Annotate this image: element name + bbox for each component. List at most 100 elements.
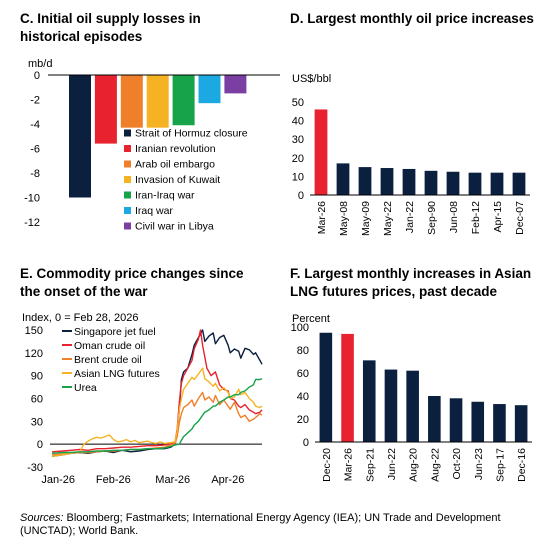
x-tick-label-f: Jun-22 [386, 448, 398, 480]
y-tick-label-e: 90 [31, 371, 43, 383]
bar-d-7 [468, 172, 482, 195]
legend-swatch-c-0 [124, 129, 131, 137]
bar-f-2 [362, 360, 376, 442]
x-tick-label-d: May-22 [382, 201, 394, 236]
panel-d-title: D. Largest monthly oil price increases [290, 11, 534, 26]
bar-c-5 [198, 75, 221, 104]
legend-label-c-2: Arab oil embargo [135, 159, 215, 171]
bar-c-2 [120, 75, 143, 128]
sources-label: Sources: [20, 512, 64, 524]
chart-f-lng-increases: Percent 0 20 40 60 80 100 Dec-20 Mar-26 Sep-21 Jun… [291, 313, 532, 482]
x-tick-label-d: Dec-07 [514, 201, 526, 235]
series-line-e-4 [52, 378, 263, 454]
legend-label-e-4: Urea [74, 382, 97, 394]
series-line-e-1 [52, 329, 263, 453]
sources-text: Bloomberg; Fastmarkets; International En… [20, 512, 501, 537]
legend-label-e-2: Brent crude oil [74, 354, 142, 366]
panel-f-title: F. Largest monthly increases in Asian LN… [290, 266, 532, 299]
x-tick-label-f: Aug-20 [408, 448, 420, 482]
bar-d-1 [336, 163, 350, 195]
legend-swatch-c-2 [124, 160, 131, 168]
y-tick-label-c: -4 [30, 119, 40, 131]
y-tick-label-c: -10 [24, 193, 40, 205]
chart-c-supply-losses: mb/d0 -2 -4 -6 -8 -10 -12 Strait of Hormuz clos… [24, 58, 280, 233]
legend-swatch-c-6 [124, 222, 131, 230]
axis-label-f: Percent [292, 313, 330, 325]
y-tick-label-f: 40 [297, 391, 309, 403]
legend-swatch-c-5 [124, 207, 131, 214]
bar-d-0 [314, 109, 328, 195]
x-tick-label-d: Jun-08 [448, 201, 460, 233]
bar-f-3 [384, 369, 398, 442]
series-line-e-0 [52, 329, 263, 457]
y-tick-label-c: -12 [24, 217, 40, 229]
x-tick-label-d: Sep-90 [426, 201, 438, 235]
bar-c-4 [172, 75, 195, 126]
legend-label-c-5: Iraq war [135, 205, 173, 217]
panel-c-title: C. Initial oil supply losses in historic… [20, 11, 201, 44]
bar-d-6 [446, 171, 460, 195]
legend-swatch-c-1 [124, 145, 131, 152]
y-tick-label-e: 0 [37, 439, 43, 451]
legend-label-c-0: Strait of Hormuz closure [135, 128, 248, 140]
axis-label-c: mb/d [28, 58, 52, 70]
x-tick-label-f: Dec-20 [321, 448, 333, 482]
bar-f-7 [471, 401, 485, 442]
bar-d-5 [424, 170, 438, 195]
bar-f-9 [514, 405, 528, 442]
x-tick-label-d: Jan-22 [404, 201, 416, 233]
legend-label-c-4: Iran-Iraq war [135, 190, 195, 202]
axis-label-e: Index, 0 = Feb 28, 2026 [22, 312, 139, 324]
x-tick-label-f: Sep-17 [494, 448, 506, 482]
bar-d-9 [512, 172, 526, 195]
bar-f-1 [341, 333, 354, 442]
bar-d-3 [380, 168, 394, 195]
bar-f-6 [449, 398, 463, 442]
y-tick-label-c: -2 [30, 95, 40, 107]
x-tick-label-e: Apr-26 [211, 474, 244, 486]
y-tick-label-e: 60 [31, 394, 43, 406]
y-tick-label-d: 40 [292, 116, 304, 128]
y-tick-label-e: 30 [31, 416, 43, 428]
x-tick-label-f: Oct-20 [451, 448, 463, 480]
bar-d-4 [402, 168, 416, 195]
x-tick-label-e: Mar-26 [155, 474, 190, 486]
bar-c-3 [146, 75, 169, 128]
legend-label-e-0: Singapore jet fuel [74, 326, 156, 338]
y-tick-label-d: 10 [292, 171, 304, 183]
x-tick-label-d: May-09 [360, 201, 372, 236]
bar-d-8 [490, 172, 504, 195]
y-tick-label-e: 120 [25, 348, 43, 360]
bar-d-2 [358, 167, 372, 195]
y-tick-label-c: -8 [30, 168, 40, 180]
series-line-e-3 [52, 367, 263, 457]
bar-c-1 [94, 75, 117, 144]
bar-f-5 [428, 396, 441, 442]
legend-label-c-1: Iranian revolution [135, 143, 216, 155]
sources-note: Sources: Bloomberg; Fastmarkets; Interna… [20, 512, 540, 538]
y-tick-label-f: 0 [303, 437, 309, 449]
legend-label-e-1: Oman crude oil [74, 340, 145, 352]
legend-swatch-c-4 [124, 191, 131, 199]
x-tick-label-f: Dec-16 [516, 448, 528, 482]
panel-e-title: E. Commodity price changes since the ons… [20, 266, 244, 299]
y-tick-label-d: 50 [292, 97, 304, 109]
x-tick-label-d: Feb-12 [470, 201, 482, 234]
x-tick-label-e: Jan-26 [41, 474, 75, 486]
y-tick-label-c: 0 [34, 70, 40, 82]
bar-f-0 [319, 332, 333, 442]
x-tick-label-f: Aug-22 [429, 448, 441, 482]
axis-label-d: US$/bbl [292, 73, 331, 85]
x-tick-label-d: May-08 [338, 201, 350, 236]
legend-label-c-3: Invasion of Kuwait [135, 174, 220, 186]
bar-c-6 [224, 75, 247, 94]
chart-e-commodity-prices: Index, 0 = Feb 28, 2026 -30 0 30 60 90 120 150 J… [22, 312, 263, 486]
y-tick-label-f: 80 [297, 345, 309, 357]
x-tick-label-f: Jun-23 [473, 448, 485, 480]
legend-swatch-c-3 [124, 176, 131, 183]
y-tick-label-c: -6 [30, 144, 40, 156]
x-tick-label-d: Mar-26 [316, 201, 328, 234]
y-tick-label-f: 20 [297, 414, 309, 426]
y-tick-label-f: 60 [297, 368, 309, 380]
bar-f-8 [493, 404, 506, 442]
